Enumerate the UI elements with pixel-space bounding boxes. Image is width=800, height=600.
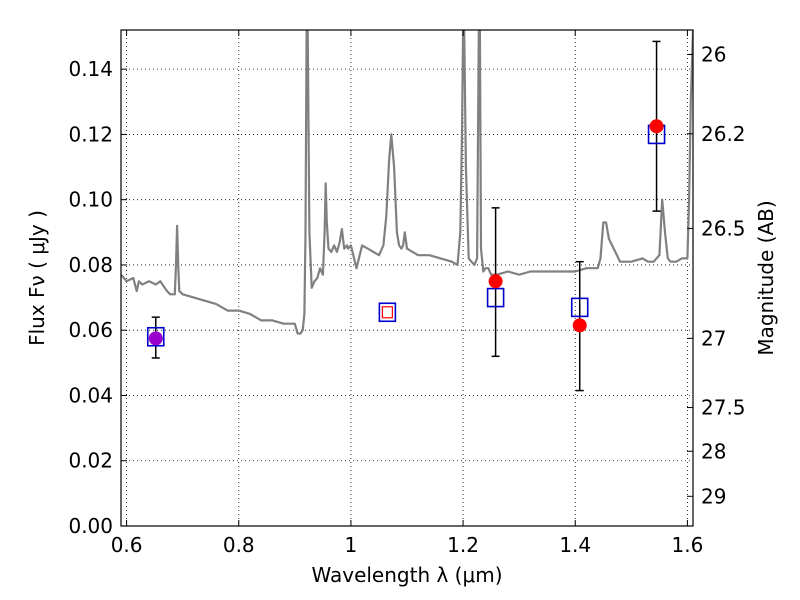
observed-layer — [148, 119, 664, 346]
y-tick-label: 0.06 — [68, 318, 113, 342]
model-layer — [146, 124, 666, 347]
y-tick-label: 0.12 — [68, 122, 113, 146]
y-axis-label: Flux Fν ( μJy ) — [25, 210, 49, 346]
observed-point — [148, 331, 163, 346]
template-spectrum-line — [121, 30, 693, 335]
x-tick-label: 1 — [345, 533, 358, 557]
model-point — [378, 302, 397, 323]
x-tick-label: 0.8 — [223, 533, 255, 557]
right-tick-label: 26 — [701, 42, 726, 66]
model-point — [486, 287, 505, 308]
y-tick-label: 0.02 — [68, 449, 113, 473]
y-tick-label: 0.00 — [68, 514, 113, 538]
right-tick-label: 27 — [701, 326, 726, 350]
x-axis-label: Wavelength λ (μm) — [311, 563, 502, 587]
x-tick-label: 1.6 — [671, 533, 703, 557]
observed-point — [649, 119, 664, 134]
model-point — [146, 326, 165, 347]
model-point — [570, 297, 589, 318]
right-tick-labels: 26 26.2 26.5 27 27.5 28 29 — [701, 42, 746, 508]
errorbar-layer — [151, 40, 661, 392]
right-tick-label: 27.5 — [701, 396, 746, 420]
right-axis-label: Magnitude (AB) — [754, 200, 778, 355]
y-tick-label: 0.08 — [68, 253, 113, 277]
template-layer — [121, 30, 693, 335]
observed-point — [572, 318, 587, 333]
y-tick-label: 0.10 — [68, 188, 113, 212]
right-tick-label: 29 — [701, 484, 726, 508]
model-point-inner — [381, 306, 393, 319]
x-tick-labels: 0.6 0.8 1 1.2 1.4 1.6 — [111, 533, 704, 557]
y-tick-label: 0.04 — [68, 383, 113, 407]
x-tick-label: 1.4 — [559, 533, 591, 557]
plot-frame — [120, 29, 694, 527]
right-tick-label: 26.2 — [701, 122, 746, 146]
y-tick-label: 0.14 — [68, 57, 113, 81]
observed-point — [488, 274, 503, 289]
right-tick-label: 26.5 — [701, 216, 746, 240]
x-tick-label: 0.6 — [111, 533, 143, 557]
x-tick-label: 1.2 — [447, 533, 479, 557]
right-tick-label: 28 — [701, 439, 726, 463]
ticks — [121, 30, 693, 527]
y-tick-labels: 0.00 0.02 0.04 0.06 0.08 0.10 0.12 0.14 — [68, 57, 113, 538]
